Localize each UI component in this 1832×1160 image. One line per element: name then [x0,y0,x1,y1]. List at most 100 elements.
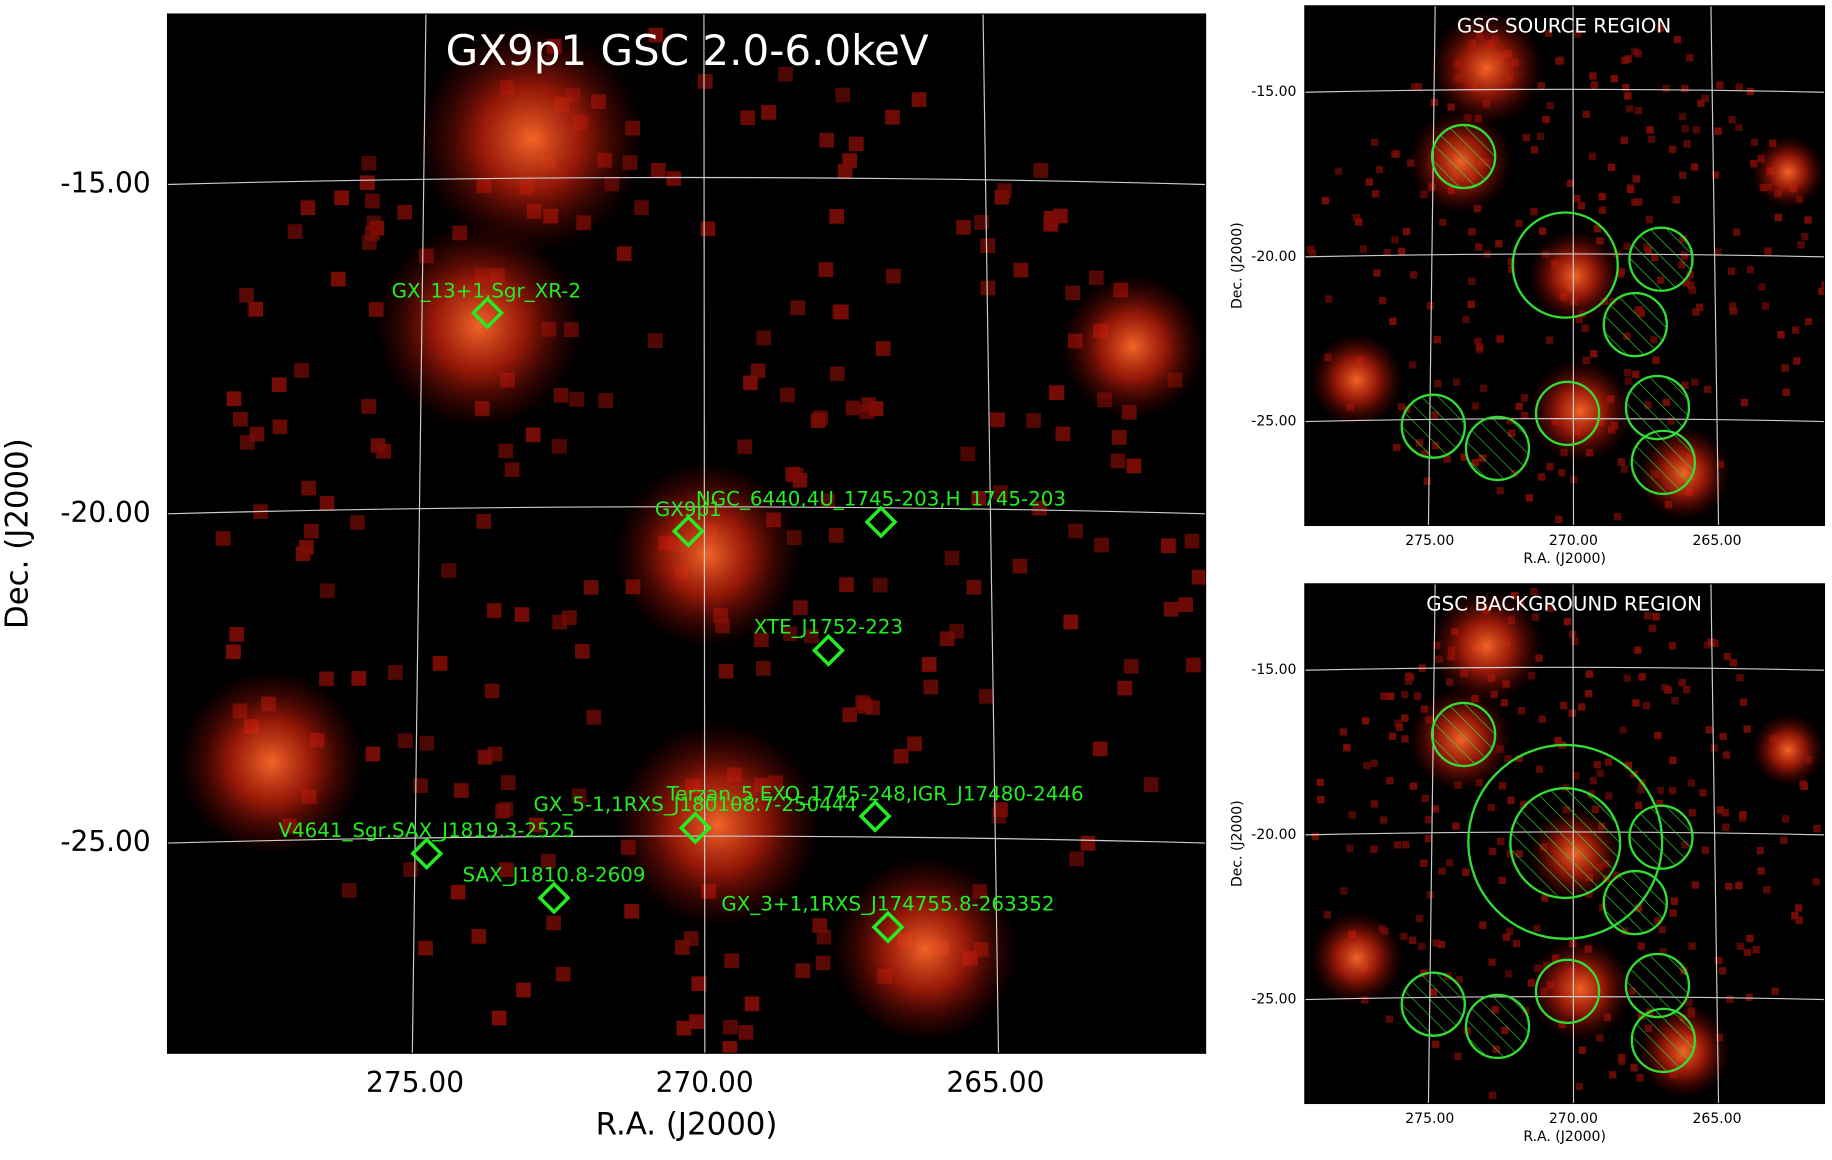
source-label: V4641_Sgr,SAX_J1819.3-2525 [278,819,575,842]
photon-pixel [1453,379,1460,386]
photon-pixel [1735,882,1742,889]
photon-pixel [1669,146,1676,153]
photon-pixel [1746,994,1753,1001]
photon-pixel [819,133,834,148]
photon-pixel [1614,513,1621,520]
photon-pixel [1363,762,1370,769]
photon-pixel [1702,95,1709,102]
photon-pixel [842,707,857,722]
photon-pixel [1536,766,1543,773]
photon-pixel [1654,732,1661,739]
photon-pixel [1379,297,1386,304]
photon-pixel [575,644,590,659]
photon-pixel [294,363,309,378]
photon-pixel [1468,278,1475,285]
x-tick-label: 270.00 [656,1066,754,1099]
photon-pixel [1622,84,1629,91]
photon-pixel [1409,937,1416,944]
photon-pixel [1758,283,1765,290]
photon-pixel [1583,111,1590,118]
photon-pixel [1674,36,1681,43]
photon-pixel [1771,988,1778,995]
x-axis-label: R.A. (J2000) [1523,551,1606,567]
photon-pixel [1531,146,1538,153]
photon-pixel [839,577,854,592]
photon-pixel [1579,1047,1586,1054]
photon-pixel [1669,757,1676,764]
photon-pixel [1736,84,1743,91]
photon-pixel [648,333,663,348]
photon-pixel [1386,1015,1393,1022]
photon-pixel [1468,228,1475,235]
y-tick-label: -25.00 [60,825,150,858]
photon-pixel [371,438,386,453]
region-circle [1466,417,1529,480]
photon-pixel [272,377,287,392]
photon-pixel [1521,412,1528,419]
photon-pixel [1424,478,1431,485]
photon-pixel [1706,726,1713,733]
y-tick-label: -15.00 [1251,662,1296,678]
photon-pixel [1796,917,1803,924]
photon-pixel [229,627,244,642]
photon-pixel [1505,970,1512,977]
photon-pixel [1692,881,1699,888]
emission-blob [832,856,1019,1043]
photon-pixel [1699,789,1706,796]
photon-pixel [675,940,690,955]
region-circle [1402,973,1465,1036]
photon-pixel [1658,926,1665,933]
photon-pixel [1402,841,1409,848]
photon-pixel [795,963,810,978]
photon-pixel [1462,316,1469,323]
photon-pixel [724,953,739,968]
photon-pixel [1635,802,1642,809]
photon-pixel [418,941,433,956]
main-panel: GX_13+1,Sgr_XR-2GX9p1NGC_6440,4U_1745-20… [0,14,1217,1143]
photon-pixel [320,496,335,511]
photon-pixel [1689,809,1696,816]
photon-pixel [1671,897,1678,904]
photon-pixel [552,439,567,454]
photon-pixel [1739,814,1746,821]
photon-pixel [1433,939,1440,946]
photon-pixel [1479,922,1486,929]
photon-pixel [842,153,857,168]
photon-pixel [485,684,500,699]
photon-pixel [569,392,584,407]
photon-pixel [1716,81,1723,88]
photon-pixel [301,481,316,496]
photon-pixel [1513,940,1520,947]
photon-pixel [1489,1092,1496,1099]
photon-pixel [1454,1053,1461,1060]
photon-pixel [331,272,346,287]
photon-pixel [791,300,806,315]
photon-pixel [1793,357,1800,364]
photon-pixel [813,411,828,426]
photon-pixel [487,603,502,618]
photon-pixel [1462,868,1469,875]
photon-pixel [1380,692,1387,699]
photon-pixel [1633,175,1640,182]
photon-pixel [1605,758,1612,765]
photon-pixel [1348,811,1355,818]
photon-pixel [1439,219,1446,226]
photon-pixel [1322,197,1329,204]
source-label: GX_13+1,Sgr_XR-2 [392,279,581,302]
photon-pixel [956,220,971,235]
photon-pixel [1689,287,1696,294]
source-label: GX_3+1,1RXS_J174755.8-263352 [721,892,1054,915]
photon-pixel [1624,92,1631,99]
photon-pixel [1624,55,1631,62]
photon-pixel [1013,559,1028,574]
y-tick-label: -15.00 [60,166,150,199]
photon-pixel [361,156,376,171]
y-tick-label: -20.00 [1251,827,1296,843]
photon-pixel [894,749,909,764]
photon-pixel [1497,335,1504,342]
photon-pixel [737,439,752,454]
photon-pixel [1631,48,1638,55]
photon-pixel [1762,302,1769,309]
photon-pixel [1391,236,1398,243]
